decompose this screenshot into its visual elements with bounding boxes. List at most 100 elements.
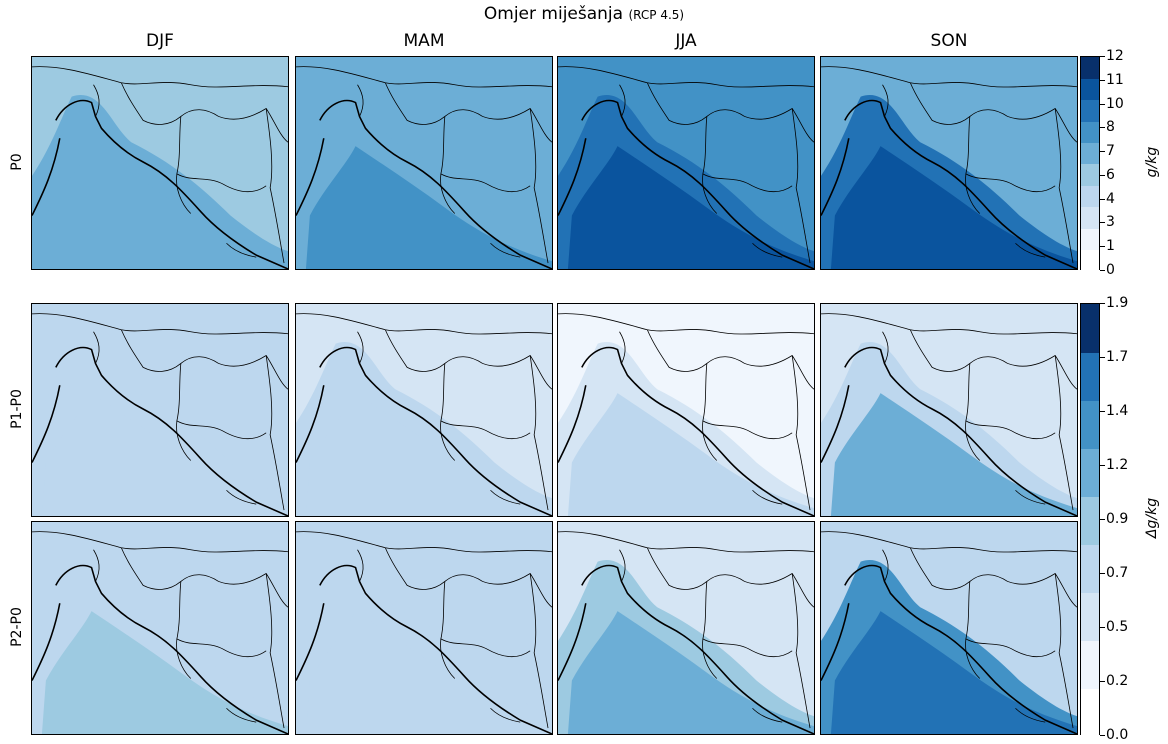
border-line bbox=[965, 173, 981, 214]
colorbar-tick-mark bbox=[1100, 79, 1105, 81]
sea-field bbox=[305, 146, 552, 269]
border-line bbox=[490, 489, 521, 505]
colorbar-tick-label: 6 bbox=[1106, 166, 1115, 183]
border-line bbox=[296, 66, 552, 88]
border-line bbox=[176, 420, 192, 461]
border-line bbox=[32, 531, 288, 553]
border-line bbox=[357, 331, 364, 364]
row-label-p0: P0 bbox=[9, 153, 25, 171]
border-line bbox=[821, 313, 1077, 335]
colorbar-tick-mark bbox=[1100, 151, 1105, 153]
colorbar-tick-mark bbox=[1100, 411, 1105, 412]
border-line bbox=[529, 355, 549, 511]
colorbar-tick-label: 0.0 bbox=[1106, 727, 1129, 743]
border-line bbox=[558, 66, 814, 88]
border-line bbox=[1054, 355, 1074, 511]
border-line bbox=[821, 66, 1077, 88]
colorbar-segment bbox=[1081, 592, 1099, 641]
colorbar-tick-mark bbox=[1100, 519, 1105, 520]
sea-field bbox=[41, 393, 288, 516]
border-line bbox=[93, 549, 100, 582]
border-line bbox=[882, 549, 889, 582]
border-line bbox=[440, 420, 456, 461]
coastline bbox=[558, 99, 814, 269]
border-line bbox=[619, 549, 626, 582]
sea-field bbox=[567, 393, 814, 516]
border-line bbox=[384, 329, 552, 390]
sea-field bbox=[830, 146, 1077, 269]
map-panel-p0-son bbox=[820, 56, 1078, 270]
map-panel-p2-p0-mam bbox=[295, 521, 553, 735]
border-line bbox=[882, 84, 889, 117]
border-line bbox=[440, 173, 456, 214]
border-line bbox=[752, 242, 783, 258]
border-line bbox=[965, 116, 1056, 192]
colorbar-tick-label: 0 bbox=[1106, 262, 1115, 278]
coastline bbox=[296, 346, 552, 516]
row-label-p1-p0: P1-P0 bbox=[9, 389, 25, 429]
sea-field bbox=[41, 146, 288, 269]
row-label-p2-p0: P2-P0 bbox=[9, 607, 25, 647]
border-line bbox=[32, 313, 288, 335]
border-line bbox=[265, 355, 285, 511]
colorbar-segment bbox=[1081, 640, 1099, 689]
colorbar-unit-difference: Δg/kg bbox=[1144, 497, 1160, 539]
colorbar-absolute bbox=[1080, 56, 1100, 272]
border-line bbox=[646, 82, 814, 143]
colorbar-tick-label: 1 bbox=[1106, 238, 1115, 255]
border-line bbox=[440, 638, 456, 679]
map-panel-p0-djf bbox=[31, 56, 289, 270]
colorbar-tick-mark bbox=[1100, 573, 1105, 574]
sea-field bbox=[305, 393, 552, 516]
map-panel-p1-p0-jja bbox=[557, 303, 815, 517]
border-line bbox=[752, 489, 783, 505]
border-line bbox=[440, 116, 531, 192]
map-panel-p2-p0-son bbox=[820, 521, 1078, 735]
border-line bbox=[702, 581, 793, 657]
border-line bbox=[702, 420, 718, 461]
map-panel-p2-p0-djf bbox=[31, 521, 289, 735]
coastline bbox=[558, 346, 814, 516]
border-line bbox=[619, 84, 626, 117]
border-line bbox=[176, 581, 267, 657]
border-line bbox=[440, 363, 531, 439]
figure-title: Omjer miješanja (RCP 4.5) bbox=[0, 4, 1168, 24]
border-line bbox=[821, 531, 1077, 553]
border-line bbox=[646, 329, 814, 390]
border-line bbox=[490, 242, 521, 258]
border-line bbox=[965, 363, 1056, 439]
colorbar-segment bbox=[1081, 206, 1099, 229]
border-line bbox=[646, 547, 814, 608]
border-line bbox=[791, 355, 811, 511]
map-panel-p0-jja bbox=[557, 56, 815, 270]
coastline bbox=[296, 99, 552, 269]
border-line bbox=[702, 116, 793, 192]
border-line bbox=[882, 331, 889, 364]
border-line bbox=[1015, 707, 1046, 723]
colorbar-tick-mark bbox=[1100, 198, 1105, 200]
sea-field bbox=[567, 611, 814, 734]
border-line bbox=[176, 173, 192, 214]
border-line bbox=[529, 108, 549, 264]
border-line bbox=[120, 82, 288, 143]
border-line bbox=[558, 531, 814, 553]
colorbar-tick-mark bbox=[1100, 127, 1105, 129]
colorbar-tick-label: 11 bbox=[1106, 71, 1124, 88]
map-panel-p0-mam bbox=[295, 56, 553, 270]
border-line bbox=[965, 638, 981, 679]
colorbar-tick-mark bbox=[1100, 222, 1105, 224]
border-line bbox=[226, 489, 257, 505]
colorbar-segment bbox=[1081, 57, 1099, 79]
map-panel-p1-p0-djf bbox=[31, 303, 289, 517]
border-line bbox=[120, 547, 288, 608]
colorbar-tick-mark bbox=[1100, 735, 1105, 736]
colorbar-tick-mark bbox=[1100, 246, 1105, 248]
border-line bbox=[558, 313, 814, 335]
colorbar-tick-mark bbox=[1100, 56, 1105, 57]
border-line bbox=[120, 329, 288, 390]
map-panel-p2-p0-jja bbox=[557, 521, 815, 735]
border-line bbox=[752, 707, 783, 723]
border-line bbox=[176, 116, 267, 192]
sea-field bbox=[830, 611, 1077, 734]
colorbar-segment bbox=[1081, 121, 1099, 144]
